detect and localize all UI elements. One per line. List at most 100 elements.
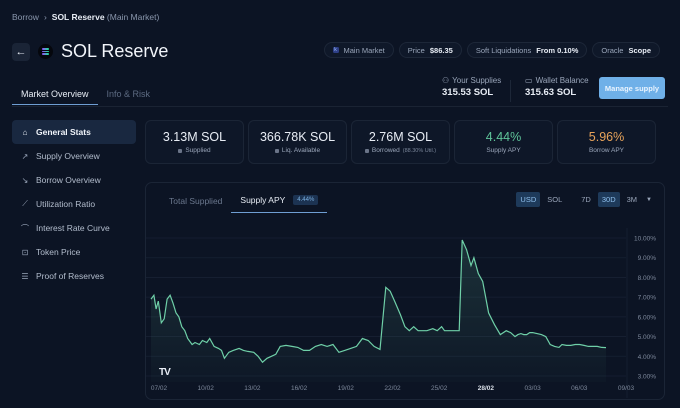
supply-apy-chart: 3.00% 4.00% 5.00% 6.00% 7.00% 8.00% 9.00% 10.00… xyxy=(146,228,657,398)
sidebar-item-supply-overview[interactable]: ↗ Supply Overview xyxy=(12,144,136,168)
range-3m-button[interactable]: 3M xyxy=(626,195,638,204)
stat-card-borrowed: 2.76M SOL Borrowed (88.30% Util.) xyxy=(351,120,450,164)
stat-card-liq-available: 366.78K SOL Liq. Available xyxy=(248,120,347,164)
market-pills: k Main Market Price $86.35 Soft Liquidatio… xyxy=(323,42,660,58)
chevron-right-icon: › xyxy=(43,12,47,22)
sidebar-item-general-stats[interactable]: ⌂ General Stats xyxy=(12,120,136,144)
wallet-balance-value: 315.63 SOL xyxy=(525,87,577,98)
sidebar-item-label: Token Price xyxy=(36,247,81,257)
stat-card-borrow-apy: 5.96% Borrow APY xyxy=(557,120,656,164)
x-tick-label: 28/02 xyxy=(478,385,495,392)
sol-token-icon xyxy=(274,148,279,153)
series-area xyxy=(151,240,606,382)
chart-panel: Total Supplied Supply APY 4.44% USD SOL 7… xyxy=(145,182,665,400)
your-supplies-value: 315.53 SOL xyxy=(442,87,494,98)
sidebar-item-interest-rate-curve[interactable]: ⌒ Interest Rate Curve xyxy=(12,216,136,240)
y-tick-label: 6.00% xyxy=(638,314,657,321)
page-title: SOL Reserve xyxy=(61,41,169,61)
arrow-down-right-icon: ↘ xyxy=(21,175,29,185)
curve-icon: ⌒ xyxy=(21,223,29,233)
stat-value: 2.76M SOL xyxy=(368,130,433,144)
stat-label: Supplied xyxy=(185,147,211,154)
sol-token-icon xyxy=(364,148,369,153)
x-tick-label: 09/03 xyxy=(618,385,635,392)
breadcrumb-borrow[interactable]: Borrow xyxy=(12,12,39,22)
user-icon: ⚇ xyxy=(442,76,450,85)
oracle-pill: Oracle Scope xyxy=(592,42,660,58)
solana-logo-icon xyxy=(38,44,53,59)
market-label: Main Market xyxy=(343,45,385,55)
tab-total-supplied[interactable]: Total Supplied xyxy=(169,195,223,206)
oracle-value: Scope xyxy=(628,45,651,55)
back-button[interactable]: ← xyxy=(12,42,30,61)
price-chart-icon: ⊡ xyxy=(21,247,29,257)
stat-label: Borrow APY xyxy=(588,147,625,154)
manage-supply-button[interactable]: Manage supply xyxy=(599,77,665,99)
line-chart-icon: ⟋ xyxy=(22,199,28,208)
series-line xyxy=(150,239,607,364)
tradingview-logo[interactable]: TV xyxy=(159,367,171,378)
sidebar-item-proof-of-reserves[interactable]: ☰ Proof of Reserves xyxy=(12,264,136,288)
stat-card-supplied: 3.13M SOL Supplied xyxy=(145,120,244,164)
tab-supply-apy-label: Supply APY xyxy=(240,195,286,205)
y-tick-label: 3.00% xyxy=(638,374,657,381)
price-pill: Price $86.35 xyxy=(398,42,462,58)
x-tick-label: 07/02 xyxy=(151,385,168,392)
chart-controls: USD SOL 7D 30D 3M ▼ xyxy=(516,192,652,207)
currency-usd-button[interactable]: USD xyxy=(516,192,541,207)
tabs-divider xyxy=(12,106,668,107)
x-tick-label: 25/02 xyxy=(431,385,448,392)
x-tick-label: 22/02 xyxy=(384,385,401,392)
breadcrumb-context: (Main Market) xyxy=(106,12,160,22)
main-tabs: Market Overview Info & Risk xyxy=(12,89,159,105)
y-tick-label: 9.00% xyxy=(638,255,657,262)
your-supplies-label: Your Supplies xyxy=(452,76,502,85)
price-label: Price xyxy=(407,45,425,55)
stat-label: Liq. Available xyxy=(281,147,321,154)
stat-label: Supply APY xyxy=(486,147,521,154)
sol-token-icon xyxy=(178,148,183,153)
stat-cards: 3.13M SOL Supplied 366.78K SOL Liq. Avai… xyxy=(145,120,656,164)
arrow-up-right-icon: ↗ xyxy=(21,151,29,161)
y-tick-label: 7.00% xyxy=(638,295,657,302)
chevron-down-icon[interactable]: ▼ xyxy=(646,196,652,203)
x-tick-label: 19/02 xyxy=(338,385,355,392)
tab-market-overview[interactable]: Market Overview xyxy=(12,89,98,105)
market-pill[interactable]: k Main Market xyxy=(323,42,394,58)
soft-liq-label: Soft Liquidations xyxy=(475,45,532,55)
sidebar-item-label: Interest Rate Curve xyxy=(36,223,110,233)
range-7d-button[interactable]: 7D xyxy=(581,195,591,204)
your-supplies: ⚇ Your Supplies 315.53 SOL xyxy=(442,76,501,98)
supply-apy-badge: 4.44% xyxy=(293,195,319,205)
x-tick-label: 16/02 xyxy=(291,385,308,392)
breadcrumb: Borrow › SOL Reserve (Main Market) xyxy=(12,12,159,22)
sidebar-item-label: Utilization Ratio xyxy=(36,199,96,209)
breadcrumb-current: SOL Reserve xyxy=(51,12,105,22)
stat-label: Borrowed xyxy=(371,147,400,154)
x-tick-label: 06/03 xyxy=(571,385,588,392)
stat-value: 3.13M SOL xyxy=(162,130,227,144)
stat-card-supply-apy: 4.44% Supply APY xyxy=(454,120,553,164)
utilization-note: (88.30% Util.) xyxy=(402,147,437,154)
x-tick-label: 13/02 xyxy=(244,385,261,392)
currency-sol-button[interactable]: SOL xyxy=(547,195,563,204)
tab-info-risk[interactable]: Info & Risk xyxy=(106,89,151,99)
chart-tabs: Total Supplied Supply APY 4.44% xyxy=(160,191,328,213)
oracle-label: Oracle xyxy=(601,45,624,55)
divider xyxy=(510,80,511,102)
sidebar-item-utilization-ratio[interactable]: ⟋ Utilization Ratio xyxy=(12,192,136,216)
x-tick-label: 03/03 xyxy=(524,385,541,392)
sidebar-item-label: Proof of Reserves xyxy=(36,271,105,281)
stat-value: 366.78K SOL xyxy=(259,130,336,144)
home-icon: ⌂ xyxy=(22,127,28,137)
sidebar-item-token-price[interactable]: ⊡ Token Price xyxy=(12,240,136,264)
tab-supply-apy[interactable]: Supply APY 4.44% xyxy=(231,191,328,213)
wallet-balance: ▭ Wallet Balance 315.63 SOL xyxy=(525,76,589,98)
kamino-icon: k xyxy=(332,47,339,53)
range-30d-button[interactable]: 30D xyxy=(597,192,620,207)
y-tick-label: 5.00% xyxy=(638,334,657,341)
arrow-left-icon: ← xyxy=(15,45,27,58)
sidebar-item-borrow-overview[interactable]: ↘ Borrow Overview xyxy=(12,168,136,192)
soft-liquidations-pill: Soft Liquidations From 0.10% xyxy=(466,42,588,58)
y-tick-label: 4.00% xyxy=(638,354,657,361)
